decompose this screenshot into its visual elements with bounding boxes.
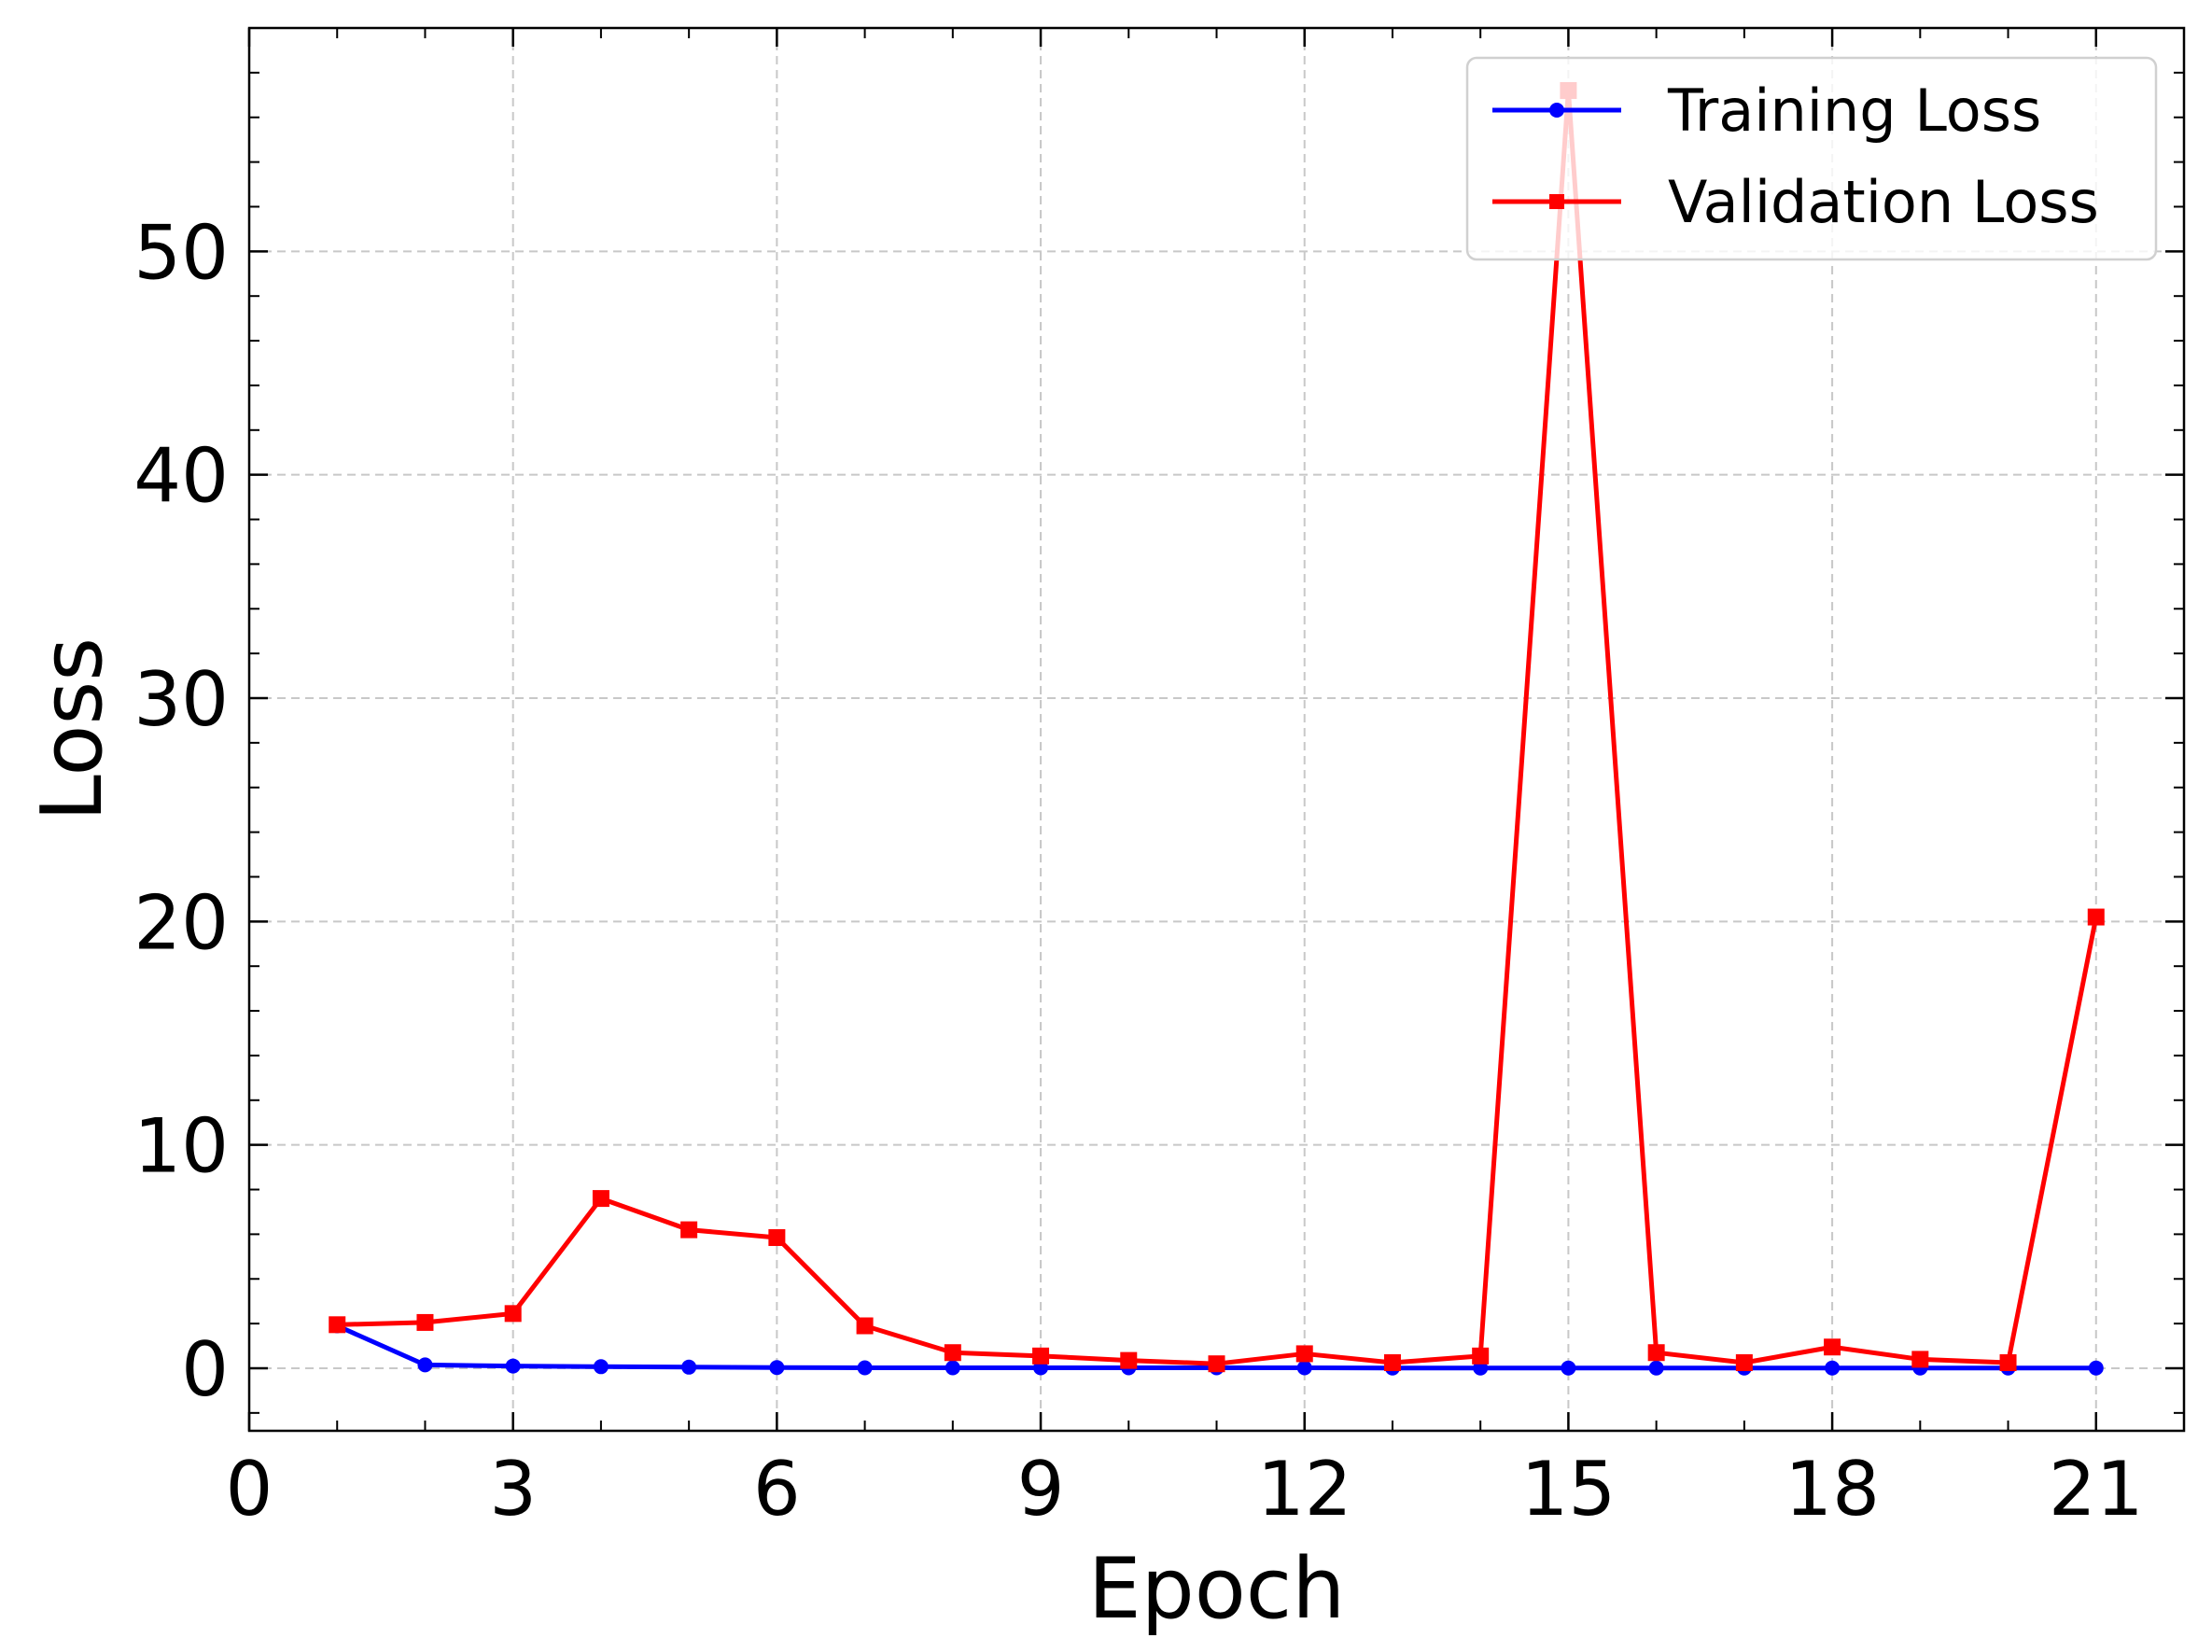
legend-item-validation: Validation Loss: [1492, 168, 2099, 236]
validation-loss-point: [1824, 1338, 1841, 1356]
x-tick-label: 15: [1521, 1446, 1617, 1533]
training-loss-point: [945, 1360, 960, 1376]
training-loss-point: [505, 1358, 521, 1374]
validation-loss-point: [592, 1190, 609, 1208]
plot-frame: [247, 26, 2186, 1433]
validation-loss-point: [1383, 1354, 1401, 1372]
validation-loss-point: [1208, 1355, 1225, 1373]
training-loss-point: [1296, 1360, 1312, 1376]
validation-loss-point: [1032, 1347, 1050, 1365]
validation-loss-point: [1735, 1354, 1753, 1372]
y-tick-label: 30: [133, 656, 229, 743]
validation-loss-point: [1911, 1351, 1929, 1368]
y-tick-label: 20: [133, 879, 229, 966]
x-tick-label: 3: [489, 1446, 537, 1533]
validation-loss-point: [2087, 908, 2105, 926]
training-loss-point: [2088, 1360, 2104, 1376]
validation-loss-point: [1295, 1345, 1313, 1363]
validation-loss-point: [504, 1305, 522, 1323]
legend-square-marker: [1549, 194, 1564, 209]
legend-item-training: Training Loss: [1492, 77, 2041, 145]
x-tick-label: 6: [753, 1446, 801, 1533]
training-loss-point: [593, 1359, 609, 1375]
legend-label: Validation Loss: [1668, 168, 2099, 236]
training-loss-point: [857, 1360, 873, 1376]
x-tick-label: 18: [1785, 1446, 1880, 1533]
y-tick-label: 50: [133, 209, 229, 296]
legend-circle-marker: [1549, 103, 1564, 118]
validation-loss-point: [329, 1316, 346, 1334]
x-axis-label: Epoch: [1088, 1540, 1346, 1638]
legend-box: [1465, 56, 2158, 261]
series-group: [329, 82, 2105, 1376]
training-loss-point: [681, 1359, 697, 1375]
x-tick-label: 9: [1017, 1446, 1065, 1533]
y-tick-label: 10: [133, 1103, 229, 1190]
validation-loss-point: [856, 1317, 874, 1335]
validation-loss-point: [680, 1221, 698, 1239]
validation-loss-point: [1120, 1351, 1138, 1369]
training-loss-point: [417, 1357, 433, 1373]
legend-label: Training Loss: [1667, 77, 2041, 145]
y-tick-label: 0: [181, 1326, 229, 1413]
x-tick-label: 21: [2049, 1446, 2144, 1533]
validation-loss-series: [329, 82, 2105, 1373]
validation-loss-point: [768, 1228, 786, 1246]
training-loss-point: [1825, 1360, 1841, 1376]
training-loss-point: [1561, 1360, 1576, 1376]
training-loss-point: [1648, 1360, 1664, 1376]
validation-loss-point: [1999, 1354, 2017, 1372]
y-axis-label: Loss: [23, 637, 121, 821]
validation-loss-point: [416, 1313, 434, 1331]
x-tick-label: 0: [226, 1446, 273, 1533]
x-tick-label: 12: [1257, 1446, 1352, 1533]
validation-loss-point: [1472, 1347, 1490, 1365]
training-loss-point: [769, 1360, 785, 1376]
tick-labels: 0 3 6 9 12 15 18 21 0 10 20 30 40 50: [133, 209, 2143, 1533]
validation-loss-point: [1647, 1344, 1665, 1362]
y-tick-label: 40: [133, 433, 229, 520]
legend: Training Loss Validation Loss: [1465, 56, 2158, 261]
validation-loss-point: [944, 1344, 961, 1362]
